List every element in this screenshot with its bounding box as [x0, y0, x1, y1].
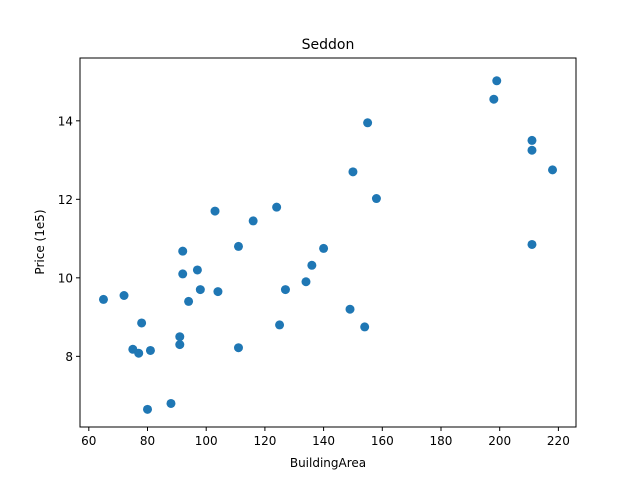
data-point-20: [272, 202, 282, 212]
data-point-14: [195, 285, 205, 295]
data-point-22: [280, 285, 290, 295]
y-tick-label: 12: [58, 193, 73, 207]
x-axis-ticks: 60 80 100 120 140 160 180 200 220: [81, 427, 570, 448]
data-point-28: [360, 322, 370, 332]
data-point-18: [233, 343, 243, 353]
data-point-26: [345, 304, 355, 314]
data-point-10: [178, 246, 188, 256]
data-point-16: [213, 287, 223, 297]
y-tick-label: 10: [58, 271, 73, 285]
data-point-25: [319, 243, 329, 253]
data-point-13: [192, 265, 202, 275]
x-tick-label: 180: [430, 434, 453, 448]
data-point-3: [134, 348, 144, 358]
data-point-33: [527, 135, 537, 145]
plot-frame: [79, 57, 577, 428]
x-tick-label: 80: [140, 434, 155, 448]
data-point-8: [175, 332, 185, 342]
y-axis-ticks: 8 10 12 14: [58, 114, 80, 364]
x-tick-label: 60: [81, 434, 96, 448]
data-point-1: [119, 290, 129, 300]
data-point-23: [301, 277, 311, 287]
chart-title: Seddon: [302, 37, 355, 53]
data-point-9: [175, 340, 185, 350]
data-point-24: [307, 260, 317, 270]
y-tick-label: 8: [65, 350, 73, 364]
data-point-15: [210, 206, 220, 216]
data-point-27: [348, 167, 358, 177]
data-point-32: [492, 76, 502, 86]
x-tick-label: 220: [547, 434, 570, 448]
x-tick-label: 140: [312, 434, 335, 448]
data-point-30: [371, 194, 381, 204]
data-points: [98, 76, 558, 414]
data-point-4: [137, 318, 147, 328]
data-point-21: [275, 320, 285, 330]
x-axis-label: BuildingArea: [290, 456, 366, 470]
data-point-34: [527, 145, 537, 155]
data-point-19: [248, 216, 258, 226]
x-tick-label: 160: [371, 434, 394, 448]
x-tick-label: 120: [253, 434, 276, 448]
data-point-6: [145, 345, 155, 355]
data-point-0: [98, 294, 108, 304]
y-tick-label: 14: [58, 114, 73, 128]
data-point-36: [548, 165, 558, 175]
data-point-17: [233, 241, 243, 251]
x-tick-label: 100: [195, 434, 218, 448]
x-tick-label: 200: [488, 434, 511, 448]
y-axis-label: Price (1e5): [33, 209, 47, 274]
data-point-29: [363, 118, 373, 128]
data-point-5: [143, 404, 153, 414]
data-point-12: [184, 296, 194, 306]
data-point-35: [527, 239, 537, 249]
data-point-31: [489, 94, 499, 104]
data-point-7: [166, 398, 176, 408]
data-point-11: [178, 269, 188, 279]
